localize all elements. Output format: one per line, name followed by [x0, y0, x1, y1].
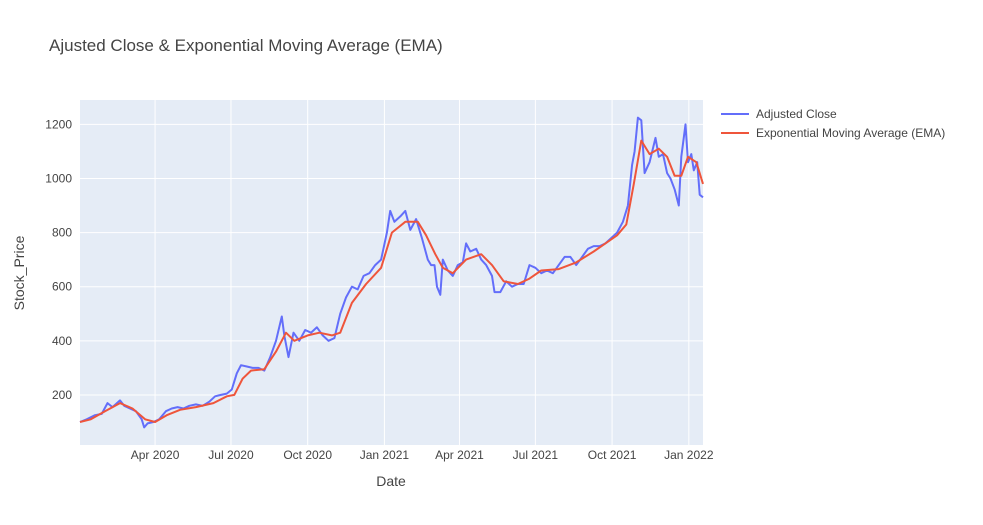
- y-tick-label: 1000: [45, 171, 72, 185]
- x-tick-label: Jul 2021: [513, 448, 559, 462]
- x-axis-ticks: Apr 2020 Jul 2020 Oct 2020 Jan 2021 Apr 2021…: [131, 448, 714, 462]
- y-tick-label: 200: [52, 388, 72, 402]
- legend-label: Exponential Moving Average (EMA): [756, 126, 945, 140]
- x-tick-label: Jul 2020: [208, 448, 254, 462]
- y-axis-title: Stock_Price: [11, 235, 27, 310]
- plot-background: [80, 100, 703, 445]
- x-tick-label: Jan 2022: [664, 448, 714, 462]
- y-tick-label: 400: [52, 334, 72, 348]
- gridlines: [80, 100, 703, 445]
- chart-title: Ajusted Close & Exponential Moving Avera…: [49, 36, 443, 55]
- legend[interactable]: Adjusted Close Exponential Moving Average…: [721, 107, 945, 140]
- y-tick-label: 1200: [45, 117, 72, 131]
- legend-item[interactable]: Exponential Moving Average (EMA): [721, 126, 945, 140]
- x-tick-label: Jan 2021: [360, 448, 410, 462]
- legend-label: Adjusted Close: [756, 107, 837, 121]
- x-tick-label: Apr 2021: [435, 448, 484, 462]
- series-line-ema: [79, 139, 704, 423]
- legend-item[interactable]: Adjusted Close: [721, 107, 837, 121]
- x-tick-label: Apr 2020: [131, 448, 180, 462]
- y-tick-label: 600: [52, 280, 72, 294]
- x-tick-label: Oct 2020: [283, 448, 332, 462]
- y-axis-ticks: 200 400 600 800 1000 1200: [45, 117, 72, 402]
- series-lines: [79, 116, 704, 429]
- series-line-adjusted-close: [79, 116, 704, 429]
- x-axis-title: Date: [376, 473, 406, 489]
- x-tick-label: Oct 2021: [588, 448, 637, 462]
- y-tick-label: 800: [52, 226, 72, 240]
